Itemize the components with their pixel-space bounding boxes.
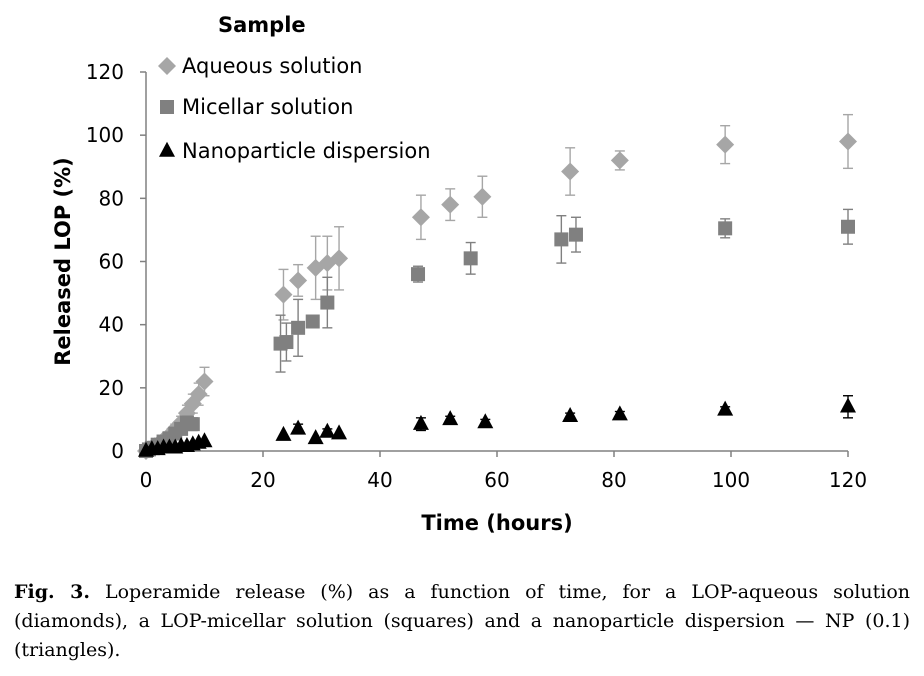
data-point-aqueous	[839, 132, 857, 151]
chart-axes: 0 20 40 60 80 100 120 0 20 40 60 80 100 120	[86, 60, 867, 492]
data-point-micellar	[568, 227, 583, 242]
series-micellar	[139, 208, 855, 458]
data-point-micellar	[411, 267, 426, 282]
data-point-nanoparticle	[331, 424, 348, 440]
y-tick-label: 120	[86, 60, 124, 84]
data-point-aqueous	[189, 385, 208, 404]
chart-legend: Aqueous solution Micellar solution Nanopar…	[158, 54, 431, 163]
data-point-nanoparticle	[717, 400, 734, 416]
x-tick-label: 20	[250, 468, 275, 492]
data-point-aqueous	[411, 208, 430, 227]
data-point-nanoparticle	[290, 419, 307, 435]
data-point-aqueous	[441, 195, 460, 214]
data-point-micellar	[279, 335, 294, 350]
data-point-aqueous	[195, 372, 214, 391]
legend-marker-nanoparticle	[159, 141, 175, 157]
data-point-nanoparticle	[562, 406, 579, 422]
data-point-micellar	[554, 232, 569, 247]
figure-caption-text: Loperamide release (%) as a function of …	[14, 581, 911, 661]
data-point-micellar	[185, 417, 200, 432]
data-point-nanoparticle	[307, 429, 324, 445]
figure-caption-label: Fig. 3.	[14, 581, 91, 603]
x-tick-label: 80	[601, 468, 626, 492]
data-point-aqueous	[330, 249, 349, 268]
data-point-aqueous	[610, 151, 629, 170]
legend-title: Sample	[218, 13, 306, 37]
y-tick-label: 80	[99, 186, 124, 210]
data-point-micellar	[320, 295, 335, 310]
data-point-nanoparticle	[442, 410, 459, 426]
series-nanoparticle	[138, 395, 856, 457]
legend-label-aqueous: Aqueous solution	[182, 54, 363, 78]
x-axis-title: Time (hours)	[421, 511, 572, 535]
data-point-micellar	[291, 320, 306, 335]
data-point-nanoparticle	[412, 414, 429, 430]
x-tick-label: 120	[829, 468, 867, 492]
x-tick-label: 40	[367, 468, 392, 492]
release-chart: 0 20 40 60 80 100 120 0 20 40 60 80 100 120 Aqueous s…	[51, 13, 867, 535]
data-point-aqueous	[274, 285, 293, 304]
y-tick-label: 0	[111, 439, 124, 463]
legend-marker-micellar	[160, 100, 174, 114]
legend-label-micellar: Micellar solution	[182, 95, 353, 119]
y-tick-label: 60	[99, 250, 124, 274]
figure-caption: Fig. 3. Loperamide release (%) as a func…	[14, 578, 910, 665]
legend-marker-aqueous	[158, 57, 176, 75]
series-aqueous	[137, 113, 857, 460]
y-tick-label: 20	[99, 376, 124, 400]
data-point-nanoparticle	[840, 397, 856, 413]
data-point-nanoparticle	[477, 413, 494, 429]
data-point-nanoparticle	[275, 425, 292, 441]
data-point-aqueous	[561, 162, 580, 181]
data-point-micellar	[463, 251, 478, 266]
x-tick-label: 0	[140, 468, 153, 492]
data-point-micellar	[718, 221, 733, 236]
x-tick-label: 60	[484, 468, 509, 492]
data-point-nanoparticle	[319, 422, 336, 438]
y-tick-label: 40	[99, 313, 124, 337]
data-point-nanoparticle	[196, 432, 213, 448]
y-tick-label: 100	[86, 123, 124, 147]
data-point-aqueous	[473, 187, 492, 206]
y-axis-title: Released LOP (%)	[51, 157, 75, 366]
data-point-aqueous	[289, 271, 308, 290]
data-point-micellar	[841, 219, 855, 234]
chart-marks	[137, 113, 857, 460]
data-point-nanoparticle	[611, 405, 628, 421]
legend-label-nanoparticle: Nanoparticle dispersion	[182, 139, 431, 163]
x-tick-label: 100	[712, 468, 750, 492]
data-point-micellar	[305, 314, 320, 329]
data-point-aqueous	[716, 135, 735, 154]
